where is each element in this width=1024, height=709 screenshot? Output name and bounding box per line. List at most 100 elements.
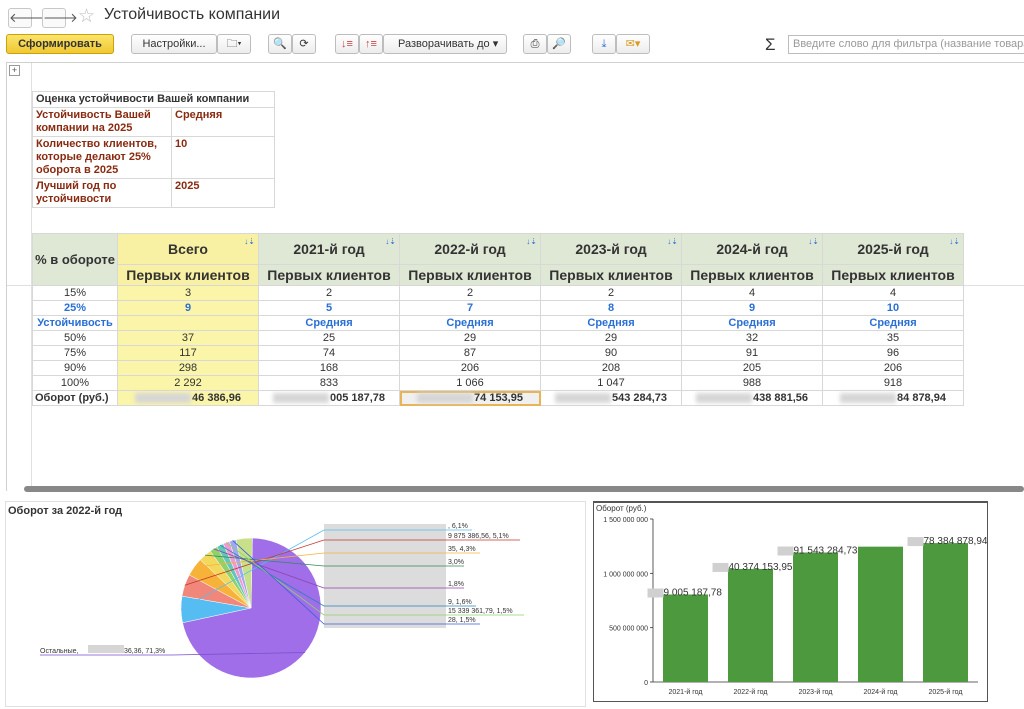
turnover-cell[interactable]: 543 284,73: [540, 390, 682, 406]
table-cell[interactable]: Средняя: [399, 315, 541, 331]
redacted-value: [135, 393, 192, 404]
table-cell[interactable]: 10: [822, 300, 964, 316]
table-cell[interactable]: Средняя: [258, 315, 400, 331]
table-cell[interactable]: 2: [258, 285, 400, 301]
filter-input[interactable]: Введите слово для фильтра (название това…: [788, 35, 1024, 54]
find-next-button[interactable]: ⟳: [292, 34, 316, 54]
column-header-label: 2021-й год: [293, 241, 365, 257]
pie-chart-title: Оборот за 2022-й год: [8, 505, 123, 517]
print-button[interactable]: ⎙: [523, 34, 547, 54]
table-cell[interactable]: 918: [822, 375, 964, 391]
turnover-value: 74 153,95: [474, 392, 523, 404]
table-cell[interactable]: Средняя: [540, 315, 682, 331]
expand-icon[interactable]: +: [9, 65, 20, 76]
column-header-2024[interactable]: 2024-й год ↓⇣: [681, 233, 823, 265]
sort-icon[interactable]: ↓⇣: [385, 237, 396, 246]
table-cell[interactable]: 29: [399, 330, 541, 346]
table-cell[interactable]: 35: [822, 330, 964, 346]
table-cell[interactable]: 25: [258, 330, 400, 346]
folder-icon: 🗀▾: [226, 38, 242, 50]
settings-button[interactable]: Настройки...: [131, 34, 217, 54]
table-cell[interactable]: 2: [540, 285, 682, 301]
redacted-value: [840, 393, 897, 404]
column-header-2023[interactable]: 2023-й год ↓⇣: [540, 233, 682, 265]
column-header-total[interactable]: Всего ↓⇣: [117, 233, 259, 265]
bar[interactable]: [923, 543, 968, 682]
preview-button[interactable]: 🔎: [547, 34, 571, 54]
turnover-cell[interactable]: 84 878,94: [822, 390, 964, 406]
bar-chart-panel: Оборот (руб.) 0 500 000 000 1 000 000 000 1…: [593, 501, 988, 702]
expand-to-button[interactable]: Разворачивать до ▾: [383, 34, 507, 54]
bar-chart[interactable]: 0 500 000 000 1 000 000 000 1 500 000 000 20…: [594, 503, 987, 701]
sort-desc-button[interactable]: ↑≡: [359, 34, 383, 54]
table-cell[interactable]: 298: [117, 360, 259, 376]
sort-icon[interactable]: ↓⇣: [244, 237, 255, 246]
table-cell[interactable]: 168: [258, 360, 400, 376]
send-button[interactable]: ✉▾: [616, 34, 650, 54]
table-cell[interactable]: 206: [399, 360, 541, 376]
table-cell[interactable]: 91: [681, 345, 823, 361]
bar[interactable]: [858, 546, 903, 682]
table-cell[interactable]: 8: [540, 300, 682, 316]
table-cell[interactable]: Средняя: [822, 315, 964, 331]
star-icon[interactable]: ☆: [78, 6, 96, 27]
forward-button[interactable]: 🡒: [42, 8, 78, 28]
table-cell[interactable]: 5: [258, 300, 400, 316]
column-header-2021[interactable]: 2021-й год ↓⇣: [258, 233, 400, 265]
table-cell[interactable]: 96: [822, 345, 964, 361]
table-cell[interactable]: 4: [822, 285, 964, 301]
table-cell[interactable]: 2: [399, 285, 541, 301]
bar[interactable]: [793, 552, 838, 682]
find-button[interactable]: 🔍: [268, 34, 292, 54]
table-cell[interactable]: 205: [681, 360, 823, 376]
bar[interactable]: [728, 568, 773, 682]
table-cell[interactable]: 833: [258, 375, 400, 391]
table-cell[interactable]: 29: [540, 330, 682, 346]
table-cell[interactable]: 988: [681, 375, 823, 391]
sort-icon[interactable]: ↓⇣: [808, 237, 819, 246]
variants-button[interactable]: 🗀▾: [217, 34, 251, 54]
table-cell[interactable]: 90: [540, 345, 682, 361]
pie-chart[interactable]: , 6,1% 9 875 386,56, 5,1% 35, 4,3% 3,0% 1,8%…: [6, 502, 585, 706]
table-cell[interactable]: 4: [681, 285, 823, 301]
table-cell[interactable]: 1 066: [399, 375, 541, 391]
row-label: 25%: [32, 300, 118, 316]
table-cell[interactable]: 32: [681, 330, 823, 346]
sort-icon[interactable]: ↓⇣: [667, 237, 678, 246]
turnover-cell-selected[interactable]: 74 153,95: [399, 390, 541, 406]
table-cell[interactable]: 74: [258, 345, 400, 361]
column-header-pct: % в обороте: [32, 233, 118, 286]
save-button[interactable]: ⤓: [592, 34, 616, 54]
turnover-cell[interactable]: 005 187,78: [258, 390, 400, 406]
sort-icon[interactable]: ↓⇣: [949, 237, 960, 246]
table-cell[interactable]: 208: [540, 360, 682, 376]
printer-icon: ⎙: [530, 38, 540, 50]
table-cell[interactable]: 2 292: [117, 375, 259, 391]
sort-asc-button[interactable]: ↓≡: [335, 34, 359, 54]
table-cell[interactable]: [117, 315, 259, 331]
sort-icon[interactable]: ↓⇣: [526, 237, 537, 246]
table-row: Устойчивость Средняя Средняя Средняя Средняя…: [32, 315, 964, 331]
turnover-cell[interactable]: 438 881,56: [681, 390, 823, 406]
table-cell[interactable]: 3: [117, 285, 259, 301]
table-cell[interactable]: 117: [117, 345, 259, 361]
turnover-cell[interactable]: 46 386,96: [117, 390, 259, 406]
table-cell[interactable]: Средняя: [681, 315, 823, 331]
column-header-2022[interactable]: 2022-й год ↓⇣: [399, 233, 541, 265]
table-cell[interactable]: 37: [117, 330, 259, 346]
table-cell[interactable]: 87: [399, 345, 541, 361]
table-cell[interactable]: 206: [822, 360, 964, 376]
generate-button[interactable]: Сформировать: [6, 34, 114, 54]
bar-chart-ylabel: Оборот (руб.): [596, 504, 647, 513]
turnover-label: Оборот (руб.): [32, 390, 118, 406]
table-cell[interactable]: 1 047: [540, 375, 682, 391]
pie-slice[interactable]: [235, 537, 253, 609]
column-header-2025[interactable]: 2025-й год ↓⇣: [822, 233, 964, 265]
horizontal-scrollbar[interactable]: [24, 486, 1024, 492]
table-cell[interactable]: 7: [399, 300, 541, 316]
table-cell[interactable]: 9: [117, 300, 259, 316]
table-cell[interactable]: 9: [681, 300, 823, 316]
bar[interactable]: [663, 594, 708, 682]
sigma-icon[interactable]: Σ: [765, 35, 776, 54]
back-button[interactable]: 🡐: [8, 8, 44, 28]
